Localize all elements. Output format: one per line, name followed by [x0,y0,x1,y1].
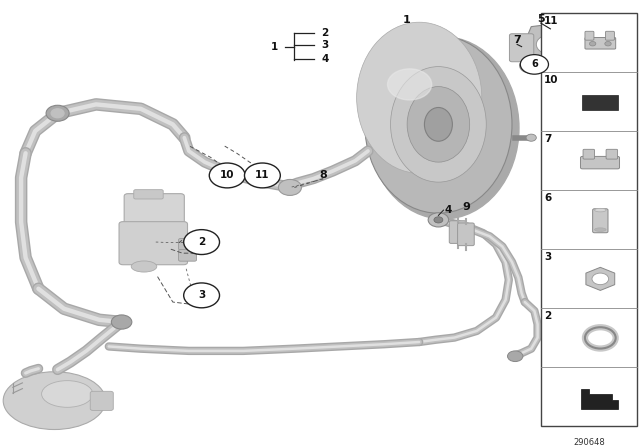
Text: 7: 7 [544,134,552,144]
Text: 9: 9 [462,202,470,211]
Polygon shape [586,267,615,290]
Text: 7: 7 [513,35,521,45]
Ellipse shape [365,35,512,213]
Text: 5: 5 [537,13,545,24]
Text: 4: 4 [445,205,452,215]
FancyBboxPatch shape [582,95,618,110]
Ellipse shape [42,381,93,407]
Text: 1: 1 [403,15,410,25]
Ellipse shape [368,37,519,219]
Circle shape [605,42,611,46]
Circle shape [46,105,69,121]
Circle shape [184,283,220,308]
FancyBboxPatch shape [449,221,466,243]
Circle shape [508,351,523,362]
Circle shape [184,230,220,254]
Text: 2: 2 [544,311,551,321]
Circle shape [592,273,609,284]
Text: 2: 2 [198,237,205,247]
FancyBboxPatch shape [606,149,618,159]
FancyBboxPatch shape [119,222,188,265]
Ellipse shape [595,228,606,232]
Circle shape [278,180,301,195]
Text: 11: 11 [255,170,269,181]
FancyBboxPatch shape [179,250,196,261]
FancyBboxPatch shape [583,149,595,159]
Circle shape [244,163,280,188]
Circle shape [526,134,536,141]
FancyBboxPatch shape [134,190,163,199]
Text: 10: 10 [544,75,559,85]
Circle shape [589,42,596,46]
Ellipse shape [388,69,432,100]
FancyBboxPatch shape [509,34,534,62]
Circle shape [525,63,534,69]
Ellipse shape [356,22,482,173]
Ellipse shape [424,108,452,141]
Text: 3: 3 [544,252,551,262]
Text: 3: 3 [198,290,205,300]
FancyBboxPatch shape [593,209,608,233]
FancyBboxPatch shape [605,31,614,40]
Circle shape [111,315,132,329]
Text: 6: 6 [544,193,551,203]
Text: 10: 10 [220,170,234,181]
FancyBboxPatch shape [541,13,637,426]
Circle shape [536,34,564,54]
Text: 8: 8 [319,169,327,180]
Circle shape [428,213,449,227]
Circle shape [520,59,540,73]
Ellipse shape [3,372,106,430]
Circle shape [434,217,443,223]
Ellipse shape [595,208,606,212]
Circle shape [209,163,245,188]
FancyBboxPatch shape [585,38,616,49]
Text: 6: 6 [531,60,538,69]
FancyBboxPatch shape [580,156,620,169]
Text: 4: 4 [321,54,329,64]
FancyBboxPatch shape [179,238,196,250]
Ellipse shape [131,261,157,272]
Text: 290648: 290648 [573,438,605,447]
Polygon shape [525,22,573,71]
Text: 11: 11 [544,16,559,26]
Circle shape [520,55,548,74]
Ellipse shape [390,67,486,182]
Ellipse shape [407,86,470,162]
FancyBboxPatch shape [90,391,113,410]
Polygon shape [581,389,618,409]
Text: 3: 3 [321,40,328,50]
FancyBboxPatch shape [458,223,474,246]
Text: 2: 2 [321,28,328,39]
FancyBboxPatch shape [124,194,184,229]
FancyBboxPatch shape [585,31,594,40]
Circle shape [51,109,64,118]
Text: 1: 1 [271,42,278,52]
